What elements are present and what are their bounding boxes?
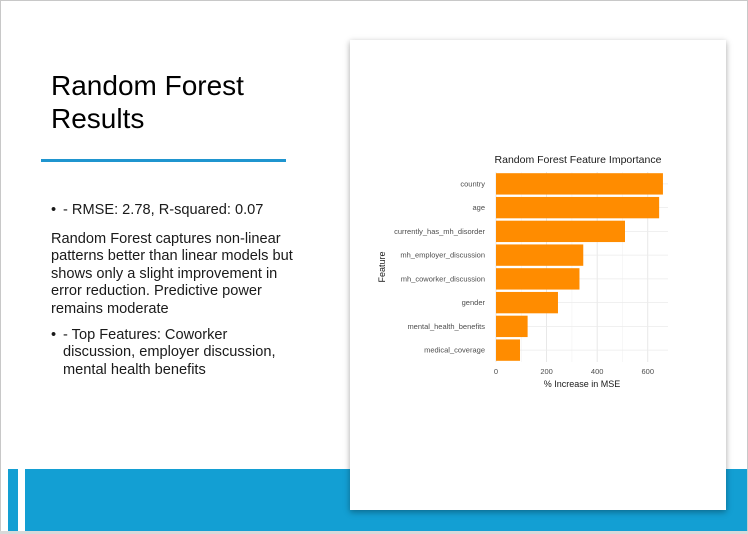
- bar-currently-has-mh-disorder: [496, 220, 625, 243]
- slide-title-line-1: Random Forest: [51, 70, 244, 101]
- y-tick-label: mh_coworker_discussion: [401, 274, 485, 283]
- bullet-dot: •: [51, 326, 57, 343]
- bullet-dot: •: [51, 202, 57, 218]
- slide-border-top: [0, 0, 748, 1]
- body-paragraph: Random Forest captures non-linear patter…: [51, 230, 293, 317]
- bullet-top-features-text: - Top Features: Coworker discussion, emp…: [63, 326, 276, 378]
- bar-mh-employer-discussion: [496, 244, 584, 266]
- title-underline: [41, 159, 286, 162]
- chart-card: Random Forest Feature Importance country…: [350, 40, 726, 510]
- chart-title: Random Forest Feature Importance: [495, 154, 662, 166]
- bar-mh-coworker-discussion: [496, 268, 580, 290]
- chart-y-tick-labels: country age currently_has_mh_disorder mh_em…: [394, 179, 485, 354]
- y-tick-label: mental_health_benefits: [407, 322, 485, 331]
- y-tick-label: medical_coverage: [424, 346, 485, 355]
- bullet-rmse-text: - RMSE: 2.78, R-squared: 0.07: [63, 202, 264, 218]
- bar-age: [496, 196, 660, 219]
- chart-bars: [496, 173, 663, 361]
- y-axis-label: Feature: [377, 251, 387, 282]
- slide-border-left: [0, 0, 1, 534]
- bullet-item: • - RMSE: 2.78, R-squared: 0.07: [51, 202, 301, 220]
- x-tick-label: 600: [642, 367, 655, 376]
- x-tick-label: 400: [591, 367, 604, 376]
- footer-accent-block: [8, 469, 18, 531]
- x-tick-label: 0: [494, 367, 498, 376]
- y-tick-label: currently_has_mh_disorder: [394, 227, 485, 236]
- x-tick-label: 200: [540, 367, 553, 376]
- feature-importance-chart: Random Forest Feature Importance country…: [377, 154, 668, 389]
- y-tick-label: gender: [462, 298, 486, 307]
- bar-medical-coverage: [496, 339, 521, 361]
- slide-body: • - RMSE: 2.78, R-squared: 0.07 Random F…: [51, 202, 301, 379]
- bar-mental-health-benefits: [496, 315, 528, 338]
- footer-line: [0, 531, 748, 534]
- y-tick-label: age: [472, 203, 485, 212]
- y-tick-label: mh_employer_discussion: [400, 251, 485, 260]
- y-tick-label: country: [460, 179, 485, 188]
- slide-title: Random Forest Results: [51, 69, 341, 135]
- bar-gender: [496, 291, 558, 314]
- bar-country: [496, 173, 663, 195]
- x-axis-label: % Increase in MSE: [544, 379, 621, 389]
- slide-title-line-2: Results: [51, 103, 145, 134]
- bullet-item: • - Top Features: Coworker discussion, e…: [51, 327, 301, 380]
- chart-x-tick-labels: 0 200 400 600: [494, 367, 654, 376]
